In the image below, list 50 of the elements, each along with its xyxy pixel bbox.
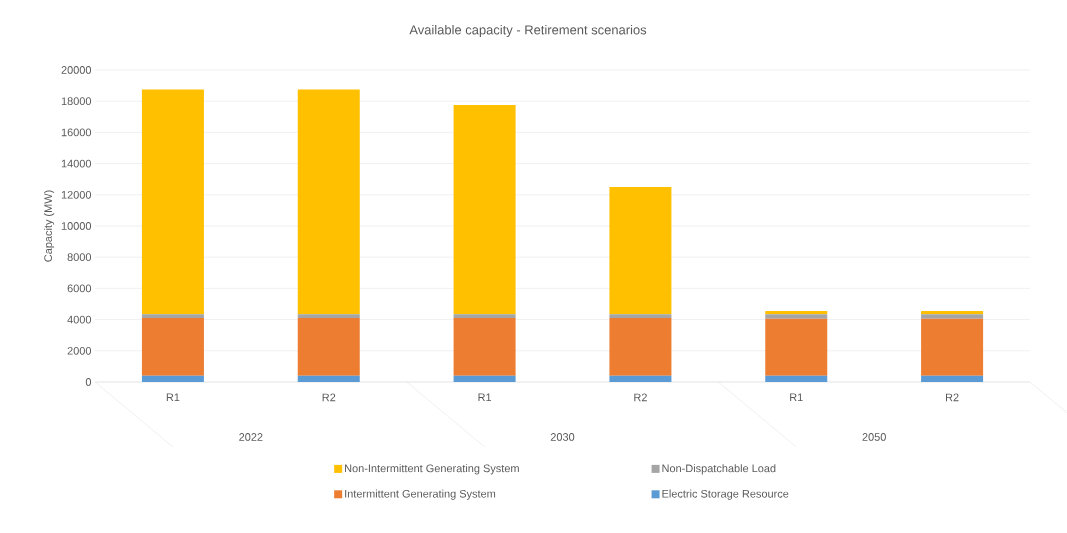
- bar: [453, 375, 516, 382]
- bar: [609, 314, 672, 319]
- x-tick-label: R2: [634, 393, 647, 402]
- bar: [297, 318, 360, 376]
- bar: [609, 375, 672, 382]
- bar: [453, 105, 516, 315]
- bar: [921, 318, 984, 376]
- y-tick-label: 12000: [61, 190, 92, 199]
- bar: [765, 314, 828, 319]
- text: 2050: [862, 433, 886, 441]
- text: 2022: [239, 433, 263, 441]
- y-tick-label: 4000: [67, 315, 92, 324]
- legend-label: Electric Storage Resource: [662, 489, 789, 500]
- bar: [141, 314, 204, 319]
- bar: [297, 314, 360, 319]
- bar: [609, 186, 672, 315]
- y-tick-label: 6000: [67, 284, 92, 293]
- y-axis-title: Capacity (MW): [43, 190, 55, 262]
- bar: [765, 318, 828, 376]
- x-tick-label: R1: [166, 393, 180, 402]
- legend-label: Intermittent Generating System: [345, 489, 496, 500]
- bar: [765, 311, 828, 315]
- legend-label: Non-Intermittent Generating System: [345, 464, 519, 475]
- y-tick-label: 0: [85, 378, 92, 386]
- chart-title: Available capacity - Retirement scenarios: [409, 24, 647, 38]
- y-tick-label: 14000: [61, 159, 92, 168]
- x-tick-label: R1: [790, 393, 803, 402]
- bar: [453, 314, 516, 319]
- bar: [453, 318, 516, 376]
- x-tick-label: R2: [945, 393, 959, 402]
- bar: [141, 375, 204, 382]
- x-tick-label: R2: [322, 393, 336, 402]
- bar: [765, 375, 828, 382]
- y-tick-label: 20000: [61, 66, 92, 74]
- text: 2030: [550, 433, 575, 441]
- legend-label: Non-Dispatchable Load: [662, 464, 776, 475]
- y-tick-label: 2000: [67, 346, 92, 355]
- bar: [609, 318, 672, 376]
- y-tick-label: 10000: [61, 222, 92, 230]
- x-tick-label: R1: [478, 393, 492, 402]
- y-tick-label: 18000: [61, 97, 92, 106]
- bar: [921, 311, 984, 315]
- bar: [921, 375, 984, 382]
- bar: [297, 89, 360, 315]
- bar: [297, 375, 360, 382]
- y-tick-label: 16000: [61, 128, 92, 137]
- bar: [141, 89, 204, 315]
- bar: [141, 318, 204, 376]
- bar: [921, 314, 984, 319]
- y-tick-label: 8000: [67, 253, 92, 262]
